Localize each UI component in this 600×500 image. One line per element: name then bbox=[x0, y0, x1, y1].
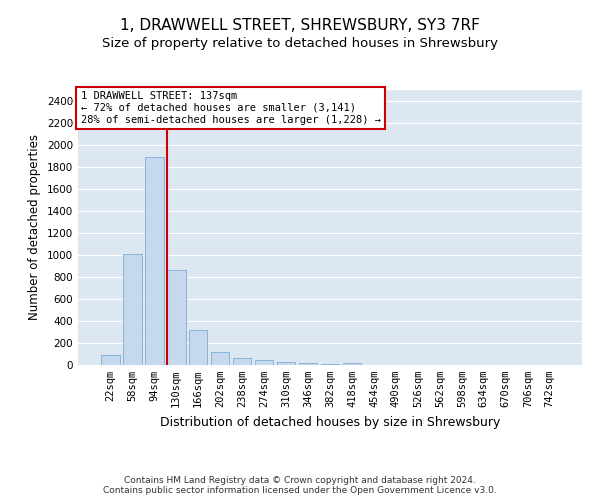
Bar bbox=[189, 330, 208, 365]
Bar bbox=[211, 352, 229, 365]
X-axis label: Distribution of detached houses by size in Shrewsbury: Distribution of detached houses by size … bbox=[160, 416, 500, 428]
Text: 1 DRAWWELL STREET: 137sqm
← 72% of detached houses are smaller (3,141)
28% of se: 1 DRAWWELL STREET: 137sqm ← 72% of detac… bbox=[80, 92, 380, 124]
Text: Size of property relative to detached houses in Shrewsbury: Size of property relative to detached ho… bbox=[102, 38, 498, 51]
Bar bbox=[343, 363, 361, 365]
Bar bbox=[320, 364, 340, 365]
Bar bbox=[123, 254, 142, 365]
Bar bbox=[299, 363, 317, 365]
Bar bbox=[101, 355, 119, 365]
Y-axis label: Number of detached properties: Number of detached properties bbox=[28, 134, 41, 320]
Bar bbox=[167, 270, 185, 365]
Bar bbox=[233, 358, 251, 365]
Bar bbox=[255, 360, 274, 365]
Text: Contains HM Land Registry data © Crown copyright and database right 2024.
Contai: Contains HM Land Registry data © Crown c… bbox=[103, 476, 497, 495]
Bar bbox=[277, 362, 295, 365]
Bar bbox=[145, 157, 164, 365]
Text: 1, DRAWWELL STREET, SHREWSBURY, SY3 7RF: 1, DRAWWELL STREET, SHREWSBURY, SY3 7RF bbox=[120, 18, 480, 32]
